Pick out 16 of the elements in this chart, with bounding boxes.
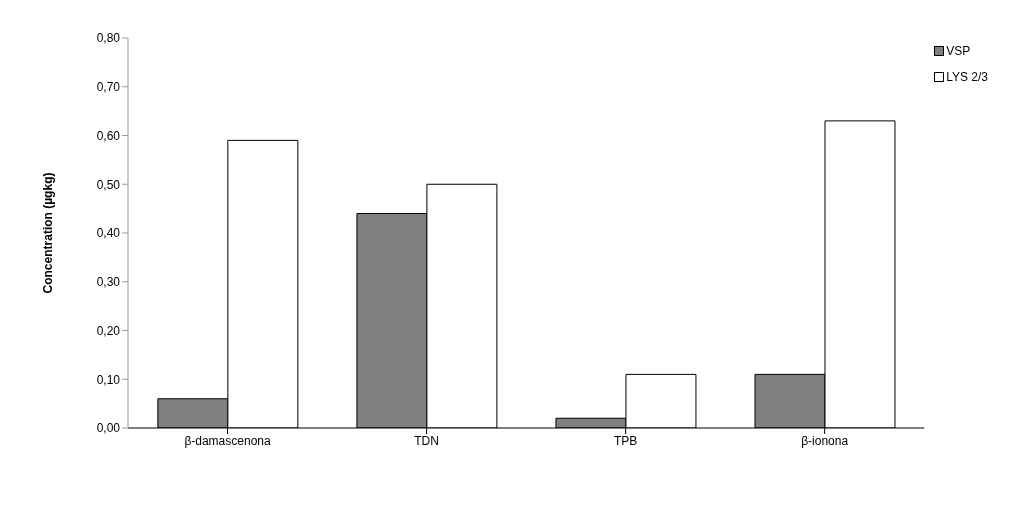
y-tick-label: 0,00 bbox=[96, 421, 121, 436]
y-tick-label: 0,10 bbox=[96, 372, 121, 387]
y-axis-title: Concentration (µgkg) bbox=[41, 172, 56, 294]
x-tick-label: β-damascenona bbox=[184, 433, 271, 448]
y-tick-label: 0,40 bbox=[96, 226, 121, 241]
y-tick-label: 0,80 bbox=[96, 31, 121, 46]
y-tick-label: 0,20 bbox=[96, 323, 121, 338]
y-tick-label: 0,60 bbox=[96, 128, 121, 143]
x-tick-label: β-ionona bbox=[801, 433, 849, 448]
legend-label: VSP bbox=[946, 44, 971, 58]
y-tick-label: 0,50 bbox=[96, 177, 121, 192]
y-tick-label: 0,70 bbox=[96, 80, 121, 95]
x-tick-label: TDN bbox=[414, 433, 439, 448]
y-tick-label: 0,30 bbox=[96, 275, 121, 290]
legend-label: LYS 2/3 bbox=[946, 70, 988, 84]
x-tick-label: TPB bbox=[613, 433, 638, 448]
